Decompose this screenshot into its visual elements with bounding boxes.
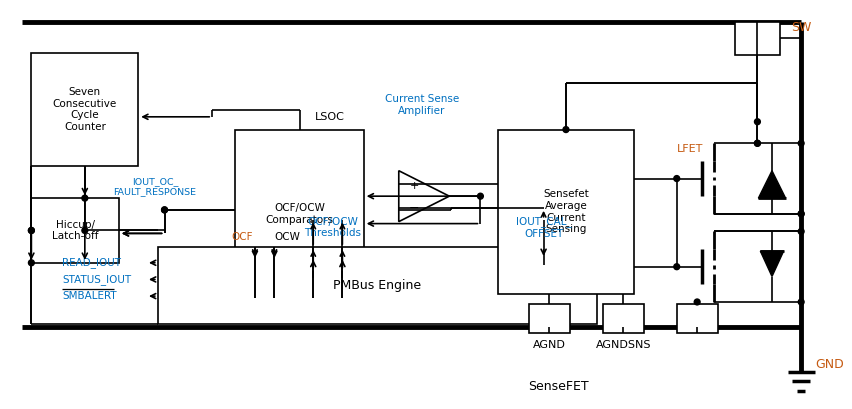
Text: OCF/OCW
Thresholds: OCF/OCW Thresholds — [304, 217, 361, 238]
Circle shape — [82, 227, 88, 234]
Text: Current Sense
Amplifier: Current Sense Amplifier — [385, 94, 459, 116]
Circle shape — [674, 264, 680, 270]
Text: SW: SW — [792, 21, 812, 34]
Circle shape — [798, 211, 804, 217]
Circle shape — [28, 227, 34, 234]
Circle shape — [798, 211, 804, 217]
Text: Hiccup/
Latch-off: Hiccup/ Latch-off — [52, 220, 98, 241]
Text: STATUS_IOUT: STATUS_IOUT — [62, 274, 131, 285]
Text: −: − — [409, 201, 419, 214]
Text: SenseFET: SenseFET — [528, 380, 589, 393]
Bar — [32, 53, 138, 166]
Text: LFET: LFET — [676, 144, 703, 154]
Text: PMBus Engine: PMBus Engine — [333, 279, 422, 292]
Text: OCF/OCW
Comparators: OCF/OCW Comparators — [266, 203, 334, 225]
Text: Seven
Consecutive
Cycle
Counter: Seven Consecutive Cycle Counter — [53, 87, 117, 132]
Circle shape — [694, 299, 700, 305]
Circle shape — [162, 207, 168, 213]
Text: LSOC: LSOC — [315, 112, 345, 122]
Circle shape — [82, 195, 88, 201]
Bar — [735, 22, 780, 55]
Circle shape — [798, 229, 804, 234]
Circle shape — [28, 227, 34, 234]
Bar — [603, 304, 644, 333]
Bar — [529, 304, 570, 333]
Text: +: + — [410, 181, 419, 191]
Bar — [32, 198, 119, 263]
Bar — [498, 130, 634, 294]
Text: AGNDSNS: AGNDSNS — [596, 340, 651, 350]
Circle shape — [477, 193, 483, 199]
Circle shape — [798, 140, 804, 146]
Circle shape — [755, 140, 760, 146]
Text: IOUT_CAL_
OFFSET: IOUT_CAL_ OFFSET — [515, 216, 572, 239]
Circle shape — [755, 140, 760, 146]
Polygon shape — [758, 171, 786, 198]
Circle shape — [162, 207, 168, 213]
Circle shape — [798, 299, 804, 305]
Text: OCF: OCF — [232, 232, 253, 242]
Text: AGND: AGND — [533, 340, 566, 350]
Bar — [676, 304, 717, 333]
Bar — [235, 130, 364, 298]
Polygon shape — [760, 251, 784, 276]
Text: READ_IOUT: READ_IOUT — [62, 257, 122, 268]
Circle shape — [28, 260, 34, 266]
Circle shape — [563, 127, 569, 133]
Text: SMBALERT: SMBALERT — [62, 291, 117, 301]
Text: IOUT_OC_
FAULT_RESPONSE: IOUT_OC_ FAULT_RESPONSE — [113, 177, 196, 196]
Bar — [158, 247, 597, 324]
Text: OCW: OCW — [274, 232, 300, 242]
Circle shape — [674, 175, 680, 182]
Text: Sensefet
Average
Current
Sensing: Sensefet Average Current Sensing — [543, 189, 589, 234]
Circle shape — [755, 119, 760, 125]
Text: GND: GND — [815, 358, 844, 371]
